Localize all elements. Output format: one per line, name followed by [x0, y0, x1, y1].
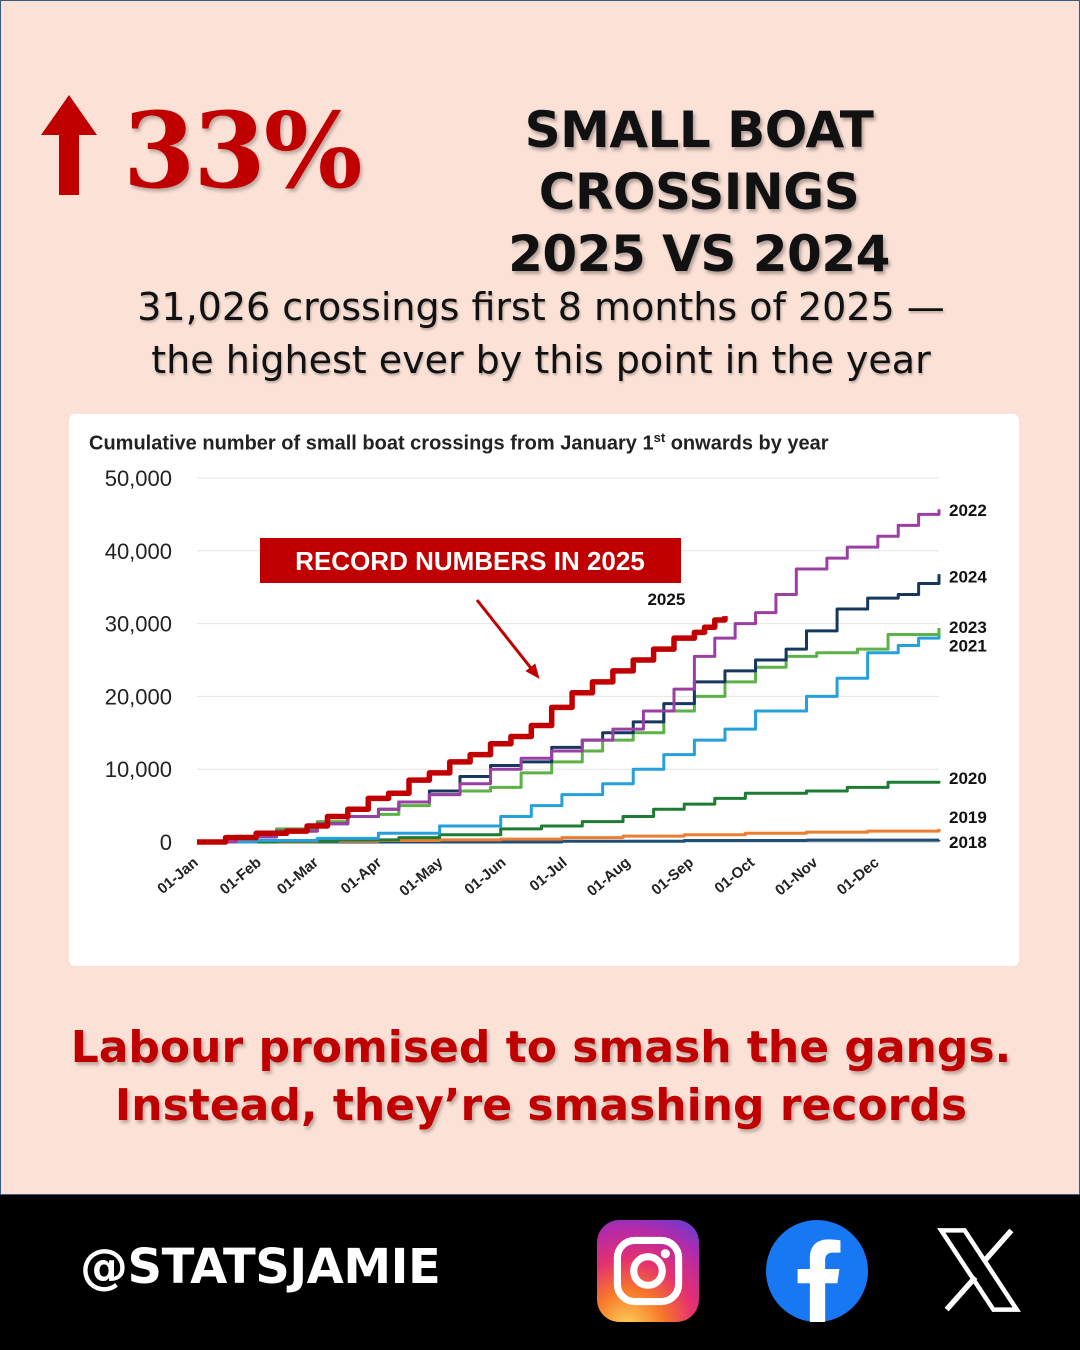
- chart-title-main: Cumulative number of small boat crossing…: [89, 432, 654, 455]
- tagline-line1: Labour promised to smash the gangs.: [70, 1022, 1012, 1073]
- annotation-text: RECORD NUMBERS IN 2025: [295, 546, 645, 576]
- series-label-2021: 2021: [949, 636, 987, 655]
- x-icon[interactable]: [934, 1225, 1024, 1315]
- series-line-2021: [197, 634, 941, 844]
- series-label-2018: 2018: [949, 833, 987, 852]
- series-label-2024: 2024: [949, 567, 987, 586]
- arrow-up-icon: [41, 95, 97, 195]
- chart-title-end: onwards by year: [665, 432, 829, 455]
- subtitle-line2: the highest ever by this point in the ye…: [151, 338, 931, 382]
- series-label-2019: 2019: [949, 808, 987, 827]
- series-line-2025: [197, 616, 728, 845]
- headline-title: SMALL BOAT CROSSINGS 2025 VS 2024: [379, 99, 1019, 285]
- x-tick-label: 01-Oct: [711, 854, 758, 897]
- instagram-icon[interactable]: [597, 1220, 699, 1322]
- poster-background: 33% SMALL BOAT CROSSINGS 2025 VS 2024 31…: [0, 0, 1080, 1195]
- x-tick-label: 01-Dec: [834, 854, 883, 899]
- tagline: Labour promised to smash the gangs. Inst…: [41, 1019, 1041, 1135]
- y-tick-label: 50,000: [105, 466, 172, 491]
- facebook-icon[interactable]: [766, 1220, 868, 1322]
- series-label-2025: 2025: [647, 590, 685, 609]
- x-tick-label: 01-May: [396, 854, 446, 900]
- x-tick-label: 01-Aug: [584, 854, 634, 900]
- headline-title-line2: 2025 VS 2024: [508, 225, 890, 283]
- x-tick-label: 01-Jan: [154, 854, 201, 898]
- y-tick-label: 30,000: [105, 612, 172, 637]
- subtitle-line1: 31,026 crossings first 8 months of 2025 …: [137, 285, 945, 329]
- series-label-2022: 2022: [949, 501, 987, 520]
- line-chart: 0 10,000 20,000 30,000 40,000 50,000 01-Jan 01-…: [105, 466, 988, 900]
- x-tick-label: 01-Apr: [338, 854, 385, 898]
- y-tick-label: 0: [160, 830, 172, 855]
- percent-change: 33%: [123, 89, 363, 212]
- y-tick-label: 40,000: [105, 539, 172, 564]
- chart-card: Cumulative number of small boat crossing…: [69, 414, 1019, 966]
- annotation-arrow-line: [475, 599, 537, 675]
- chart-title: Cumulative number of small boat crossing…: [89, 430, 829, 456]
- x-tick-label: 01-Nov: [772, 854, 822, 900]
- series-line-2020: [197, 780, 941, 844]
- x-tick-label: 01-Jun: [461, 854, 509, 898]
- series-label-2023: 2023: [949, 618, 987, 637]
- x-tick-label: 01-Feb: [217, 854, 265, 898]
- x-tick-label: 01-Mar: [274, 854, 322, 898]
- x-tick-label: 01-Sep: [648, 854, 697, 899]
- social-handle[interactable]: @STATSJAMIE: [80, 1239, 441, 1295]
- headline-title-line1: SMALL BOAT CROSSINGS: [524, 101, 874, 221]
- x-tick-label: 01-Jul: [526, 854, 570, 895]
- headline: 33% SMALL BOAT CROSSINGS 2025 VS 2024: [39, 89, 1049, 283]
- y-tick-label: 10,000: [105, 757, 172, 782]
- y-tick-label: 20,000: [105, 684, 172, 709]
- series-label-2020: 2020: [949, 769, 987, 788]
- annotation-box: [260, 538, 681, 583]
- chart-title-sup: st: [653, 430, 666, 445]
- series-line-2023: [197, 627, 941, 844]
- annotation-arrow-head: [525, 663, 540, 679]
- tagline-line2: Instead, they’re smashing records: [114, 1080, 968, 1131]
- series-line-2022: [197, 509, 941, 844]
- subtitle: 31,026 crossings first 8 months of 2025 …: [41, 281, 1041, 387]
- footer-bar: @STATSJAMIE: [0, 1195, 1080, 1350]
